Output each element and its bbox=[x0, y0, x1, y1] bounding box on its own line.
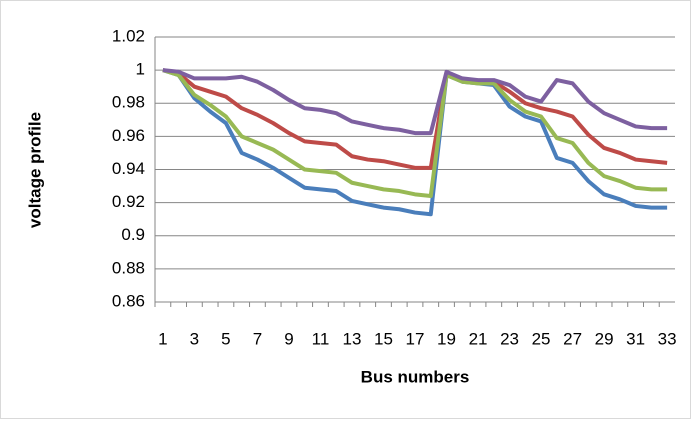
x-tick-label: 3 bbox=[190, 329, 199, 348]
x-tick-label: 25 bbox=[532, 329, 551, 348]
x-tick-label: 17 bbox=[406, 329, 425, 348]
x-tick-label: 21 bbox=[469, 329, 488, 348]
x-tick-label: 1 bbox=[158, 329, 167, 348]
series-line bbox=[162, 68, 668, 136]
x-axis-label: Bus numbers bbox=[361, 367, 470, 386]
y-tick-label: 0.94 bbox=[112, 159, 145, 178]
x-tick-label: 5 bbox=[221, 329, 230, 348]
series-line bbox=[162, 68, 668, 170]
series-line bbox=[162, 68, 668, 198]
x-tick-label: 29 bbox=[595, 329, 614, 348]
y-tick-label: 0.98 bbox=[112, 93, 145, 112]
y-tick-label: 0.92 bbox=[112, 192, 145, 211]
y-tick-label: 0.96 bbox=[112, 126, 145, 145]
y-tick-label: 0.88 bbox=[112, 258, 145, 277]
x-tick-label: 23 bbox=[500, 329, 519, 348]
y-axis-label: voltage profile bbox=[25, 112, 44, 228]
x-tick-label: 9 bbox=[284, 329, 293, 348]
x-tick-label: 33 bbox=[658, 329, 677, 348]
x-tick-label: 31 bbox=[626, 329, 645, 348]
x-tick-label: 19 bbox=[437, 329, 456, 348]
y-tick-label: 0.86 bbox=[112, 291, 145, 310]
y-tick-label: 1.02 bbox=[112, 26, 145, 45]
y-tick-label: 1 bbox=[136, 60, 145, 79]
x-tick-label: 7 bbox=[253, 329, 262, 348]
x-tick-label: 13 bbox=[343, 329, 362, 348]
x-tick-label: 15 bbox=[374, 329, 393, 348]
x-tick-label: 11 bbox=[312, 329, 330, 348]
x-tick-label: 27 bbox=[563, 329, 582, 348]
series-line bbox=[162, 68, 668, 217]
y-tick-label: 0.9 bbox=[121, 225, 145, 244]
